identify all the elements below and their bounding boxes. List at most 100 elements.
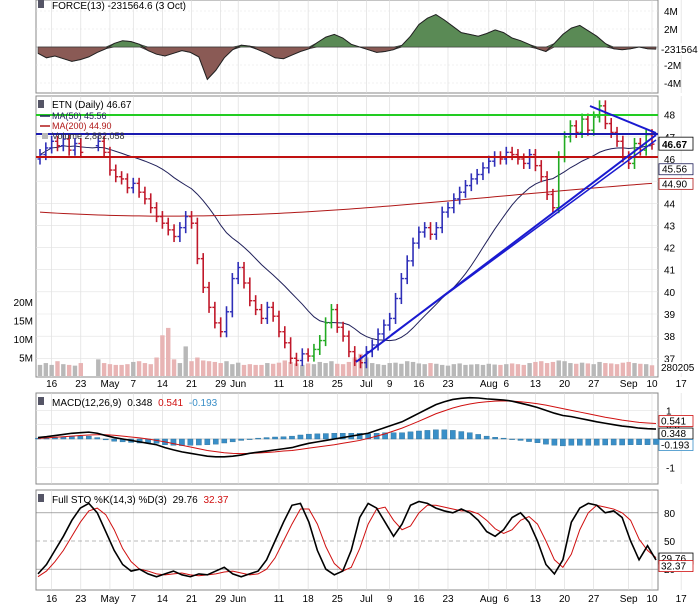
macd-histogram-bar bbox=[551, 438, 558, 446]
x-tick-label: 6 bbox=[504, 379, 510, 390]
macd-value: 0.348 bbox=[127, 398, 152, 409]
volume-bar bbox=[381, 364, 387, 376]
macd-histogram-bar bbox=[272, 436, 278, 440]
macd-histogram-bar bbox=[170, 438, 177, 446]
ma50-line bbox=[39, 145, 653, 342]
macd-histogram-bar bbox=[255, 437, 261, 440]
volume-bar bbox=[253, 364, 258, 376]
macd-histogram-bar bbox=[196, 438, 202, 446]
volume-bar bbox=[241, 364, 247, 376]
macd-histogram-bar bbox=[433, 429, 439, 440]
x-tick-label: 14 bbox=[157, 379, 169, 390]
volume-bar bbox=[300, 364, 305, 376]
x-tick-label: 27 bbox=[588, 594, 600, 605]
macd-histogram-bar bbox=[297, 434, 304, 440]
volume-legend-swatch bbox=[42, 133, 48, 139]
macd-histogram-bar bbox=[102, 438, 109, 441]
volume-bar bbox=[49, 364, 54, 376]
volume-bar bbox=[562, 361, 567, 376]
volume-bar bbox=[614, 364, 620, 376]
volume-bar bbox=[294, 363, 299, 376]
macd-line bbox=[37, 396, 657, 458]
macd-histogram-bar bbox=[390, 432, 397, 440]
x-tick-label: 14 bbox=[157, 594, 169, 605]
macd-histogram-bar bbox=[517, 438, 524, 441]
macd-histogram-bar bbox=[610, 438, 617, 446]
force-tick-label: 4M bbox=[664, 7, 678, 18]
x-tick-label: 7 bbox=[130, 594, 136, 605]
volume-bar bbox=[323, 363, 328, 376]
ma200-box bbox=[658, 177, 694, 190]
x-tick-label: 20 bbox=[559, 594, 571, 605]
volume-bar bbox=[183, 346, 188, 376]
volume-bar bbox=[335, 363, 340, 376]
volume-bar bbox=[148, 364, 153, 376]
price-header-icon bbox=[38, 100, 44, 108]
x-tick-label: 23 bbox=[75, 594, 87, 605]
volume-bar bbox=[107, 364, 113, 376]
macd-histogram-bar bbox=[500, 437, 507, 440]
volume-bar bbox=[195, 357, 200, 376]
force-header-icon bbox=[38, 0, 44, 8]
volume-bar bbox=[544, 363, 550, 376]
volume-bar bbox=[346, 361, 352, 376]
x-tick-label: 11 bbox=[274, 379, 285, 390]
x-tick-label: 23 bbox=[442, 379, 454, 390]
downtrend-line bbox=[589, 105, 657, 134]
ma50-last-label: 45.56 bbox=[662, 165, 687, 176]
price-tick-label: 46 bbox=[664, 155, 676, 166]
macd-histogram-bar bbox=[602, 438, 609, 446]
volume-bar bbox=[504, 364, 509, 376]
x-tick-label: 23 bbox=[75, 379, 87, 390]
volume-bar bbox=[61, 364, 66, 376]
ma200-legend-label: MA(200) 44.90 bbox=[52, 121, 112, 131]
macd-histogram-bar bbox=[543, 438, 549, 445]
macd-histogram-bar bbox=[593, 438, 600, 446]
volume-bar bbox=[556, 360, 561, 376]
volume-bar bbox=[428, 363, 433, 376]
volume-bar bbox=[96, 359, 101, 376]
x-tick-label: 10 bbox=[646, 379, 658, 390]
x-tick-label: 9 bbox=[387, 379, 393, 390]
x-tick-label: 10 bbox=[646, 594, 658, 605]
volume-bar bbox=[509, 363, 515, 376]
x-tick-label: 16 bbox=[46, 379, 58, 390]
price-tick-label: 40 bbox=[664, 288, 676, 299]
macd-histogram-bar bbox=[382, 432, 388, 440]
macd-histogram-bar bbox=[94, 437, 101, 440]
sto-last-label: 32.37 bbox=[661, 562, 686, 573]
volume-bar bbox=[457, 363, 462, 376]
macd-histogram-bar bbox=[483, 435, 490, 440]
uptrend-line-2 bbox=[390, 139, 657, 336]
volume-bar bbox=[399, 363, 404, 376]
macd-title-text: MACD(12,26,9) bbox=[52, 398, 121, 409]
macd-histogram-bar bbox=[221, 438, 228, 444]
volume-bar bbox=[370, 363, 375, 376]
volume-bar bbox=[422, 364, 427, 376]
volume-bar bbox=[480, 364, 486, 376]
macd-last-label: -0.193 bbox=[661, 441, 690, 452]
force-line bbox=[37, 14, 657, 81]
volume-bar bbox=[329, 361, 334, 376]
x-tick-label: May bbox=[100, 594, 119, 605]
macd-histogram-bar bbox=[636, 438, 642, 445]
macd-histogram-bar bbox=[458, 431, 465, 440]
macd-histogram-bar bbox=[246, 438, 253, 440]
volume-bar bbox=[574, 363, 579, 376]
last-price-label: 46.67 bbox=[662, 140, 687, 151]
price-tick-label: 37 bbox=[664, 354, 676, 365]
volume-bar bbox=[591, 364, 596, 376]
x-tick-label: 17 bbox=[676, 379, 688, 390]
volume-bar bbox=[131, 361, 136, 376]
x-tick-label: 13 bbox=[530, 594, 542, 605]
macd-histogram-bar bbox=[509, 438, 515, 440]
macd-histogram-bar bbox=[585, 438, 592, 446]
volume-bar bbox=[201, 360, 206, 376]
price-tick-label: 41 bbox=[664, 266, 676, 277]
volume-bar bbox=[439, 364, 445, 376]
volume-bar bbox=[142, 363, 148, 376]
volume-bar bbox=[247, 364, 253, 376]
volume-bar bbox=[171, 359, 177, 376]
macd-histogram-bar bbox=[441, 429, 448, 440]
volume-bar bbox=[568, 363, 573, 376]
